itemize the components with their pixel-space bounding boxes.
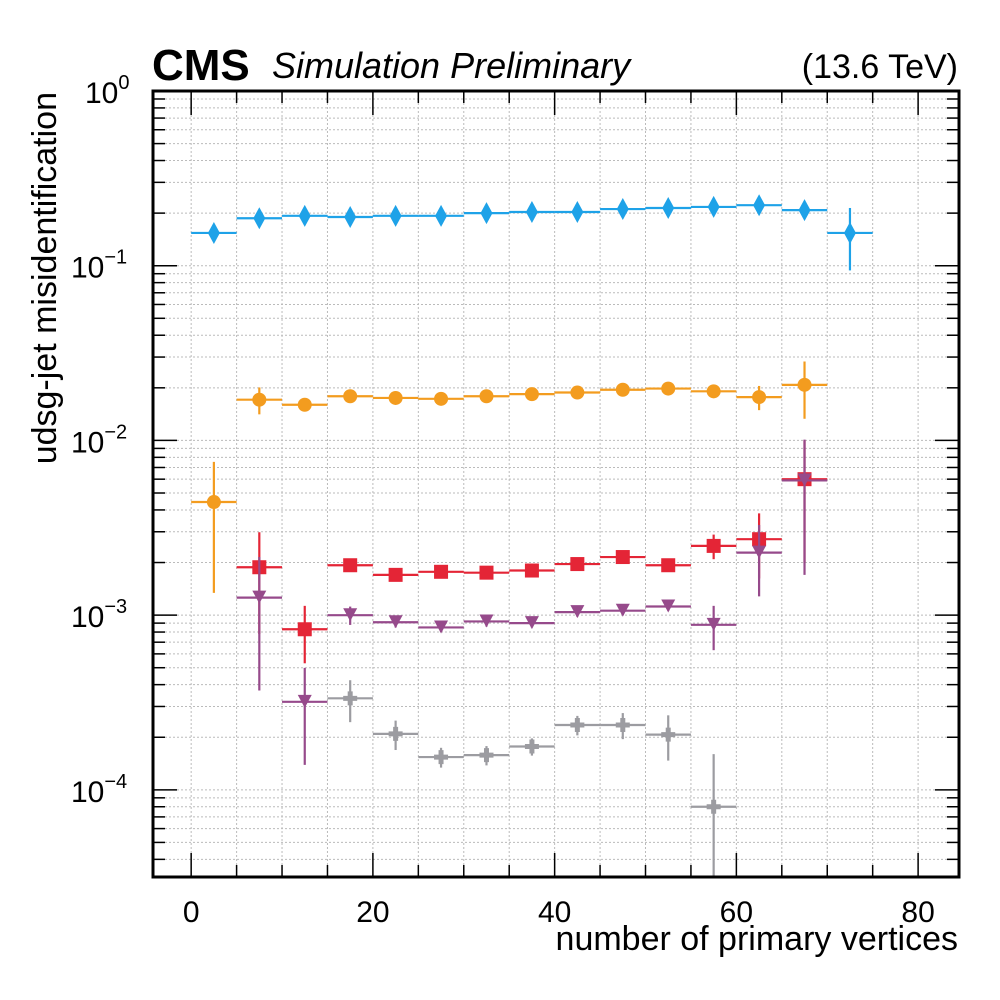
x-tick-label: 20	[356, 896, 389, 929]
series-5	[327, 680, 737, 877]
data-point-triangle	[752, 545, 767, 559]
y-tick-base: 10	[85, 77, 118, 110]
data-point-plus	[479, 748, 494, 763]
data-point-plus	[388, 726, 403, 741]
data-point-circle	[206, 495, 221, 510]
data-point-square	[706, 538, 721, 553]
data-point-circle	[797, 377, 812, 392]
data-point-diamond	[707, 195, 720, 218]
data-point-plus	[524, 739, 539, 754]
data-point-diamond	[798, 199, 811, 222]
data-point-circle	[252, 392, 267, 407]
data-point-triangle	[661, 599, 676, 613]
data-point-square	[434, 564, 449, 579]
data-point-plus	[343, 691, 358, 706]
data-point-circle	[479, 389, 494, 404]
y-tick-base: 10	[71, 776, 104, 809]
data-point-triangle	[615, 603, 630, 617]
data-point-circle	[524, 387, 539, 402]
data-point-diamond	[253, 207, 266, 230]
data-point-plus	[706, 799, 721, 814]
x-tick-label: 60	[720, 896, 753, 929]
data-point-diamond	[344, 206, 357, 229]
y-tick-exponent: −3	[104, 596, 127, 618]
data-point-circle	[434, 391, 449, 406]
data-point-circle	[297, 397, 312, 412]
data-point-diamond	[571, 200, 584, 223]
data-point-triangle	[388, 615, 403, 629]
y-tick-label: 10−4	[71, 771, 127, 809]
x-axis-label: number of primary vertices	[556, 920, 958, 958]
data-point-diamond	[435, 204, 448, 227]
data-point-plus	[570, 718, 585, 733]
data-point-square	[661, 558, 676, 573]
grid	[153, 90, 959, 877]
data-point-square	[479, 565, 494, 580]
experiment-label: CMS	[152, 41, 250, 90]
y-axis-label: udsg-jet misidentification	[26, 92, 64, 464]
data-point-triangle	[524, 616, 539, 630]
data-point-circle	[343, 389, 358, 404]
data-point-triangle	[479, 614, 494, 628]
x-tick-label: 80	[901, 896, 934, 929]
energy-label: (13.6 TeV)	[802, 48, 958, 86]
data-point-square	[297, 622, 312, 637]
ticks	[153, 90, 959, 877]
status-label: Simulation Preliminary	[272, 45, 632, 86]
y-tick-exponent: −2	[104, 421, 127, 443]
data-point-square	[570, 557, 585, 572]
data-point-square	[524, 563, 539, 578]
data-point-triangle	[570, 605, 585, 619]
data-point-circle	[661, 381, 676, 396]
x-tick-label: 40	[538, 896, 571, 929]
data-point-triangle	[434, 620, 449, 634]
x-tick-label: 0	[183, 896, 200, 929]
data-point-plus	[661, 727, 676, 742]
data-point-plus	[615, 718, 630, 733]
plot-frame	[151, 89, 961, 879]
y-tick-label: 10−1	[71, 247, 127, 285]
y-tick-base: 10	[71, 252, 104, 285]
data-point-circle	[706, 384, 721, 399]
y-tick-exponent: 0	[118, 72, 129, 94]
x-tick-labels: 0 20 40 60 80	[183, 896, 935, 929]
data-point-square	[615, 550, 630, 565]
y-tick-exponent: −1	[104, 247, 127, 269]
y-tick-exponent: −4	[104, 771, 127, 793]
data-point-square	[343, 558, 358, 573]
y-tick-label: 10−2	[71, 421, 127, 459]
data-point-circle	[752, 390, 767, 405]
data-point-diamond	[843, 221, 856, 244]
data-point-diamond	[662, 196, 675, 219]
data-point-triangle	[797, 473, 812, 487]
data-point-diamond	[389, 204, 402, 227]
series-group	[191, 194, 873, 877]
y-tick-label: 100	[85, 72, 130, 110]
data-point-plus	[434, 750, 449, 765]
data-point-diamond	[525, 200, 538, 223]
data-point-diamond	[207, 221, 220, 244]
data-point-square	[388, 567, 403, 582]
data-point-diamond	[480, 202, 493, 225]
data-point-triangle	[343, 608, 358, 622]
data-point-circle	[388, 390, 403, 405]
y-tick-base: 10	[71, 601, 104, 634]
series-4	[236, 439, 828, 765]
data-point-circle	[615, 382, 630, 397]
data-point-diamond	[298, 204, 311, 227]
data-point-triangle	[706, 617, 721, 631]
data-point-diamond	[616, 198, 629, 221]
data-point-triangle	[252, 590, 267, 604]
series-2	[191, 361, 828, 593]
data-point-circle	[570, 385, 585, 400]
y-tick-base: 10	[71, 426, 104, 459]
y-tick-label: 10−3	[71, 596, 127, 634]
series-1	[191, 194, 873, 271]
data-point-diamond	[753, 194, 766, 217]
data-point-triangle	[297, 694, 312, 708]
